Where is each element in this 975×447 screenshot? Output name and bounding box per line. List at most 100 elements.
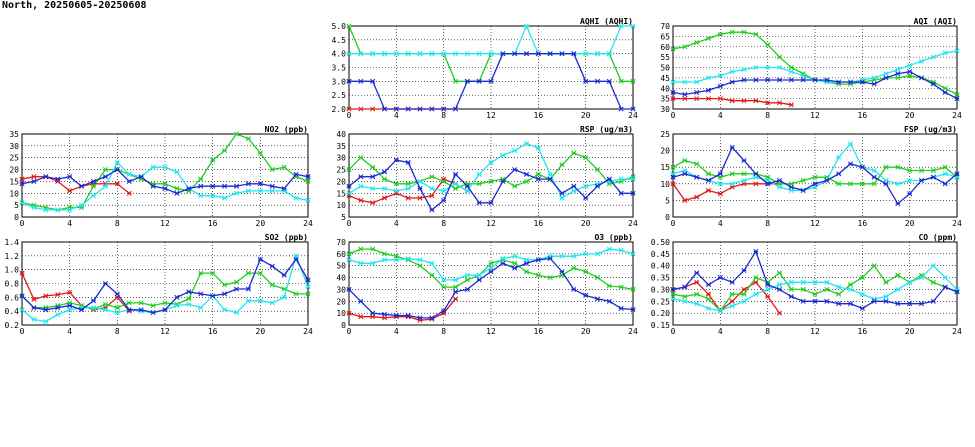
y-tick-label: 3.0	[332, 77, 347, 86]
data-point-blue	[883, 75, 889, 81]
data-point-red	[694, 96, 700, 102]
data-point-cyan	[812, 279, 818, 285]
data-point-blue	[705, 87, 712, 93]
data-point-cyan	[162, 164, 168, 170]
data-point-blue	[918, 301, 925, 307]
data-point-cyan	[630, 176, 636, 182]
data-point-red	[370, 200, 376, 206]
data-point-green	[895, 164, 901, 170]
data-point-blue	[523, 51, 530, 57]
y-tick-label: 65	[660, 32, 670, 41]
data-point-green	[594, 167, 601, 173]
data-point-green	[729, 29, 735, 35]
x-tick-label: 20	[256, 327, 266, 336]
x-tick-label: 20	[905, 111, 915, 120]
data-point-red	[346, 106, 352, 112]
data-point-blue	[753, 77, 759, 83]
data-point-blue	[67, 174, 73, 180]
data-point-green	[245, 270, 251, 276]
data-point-green	[305, 178, 311, 184]
data-point-blue	[895, 301, 901, 307]
data-point-green	[705, 296, 712, 302]
data-point-green	[907, 167, 913, 174]
data-point-green	[535, 272, 541, 278]
x-tick-label: 4	[67, 327, 72, 336]
data-point-blue	[346, 286, 352, 292]
y-tick-label: 2.5	[332, 91, 347, 100]
x-tick-label: 12	[810, 111, 820, 120]
data-point-blue	[405, 106, 411, 112]
data-point-blue	[694, 174, 700, 180]
data-point-blue	[788, 293, 794, 300]
data-point-green	[346, 23, 352, 29]
data-point-cyan	[346, 257, 352, 263]
data-point-green	[358, 246, 364, 252]
chart-so2: 0 4 8 12 16 20 24 0.2 0.4 0.6 0.8 1.0 1.2 1.4 SO2 (ppb…	[5, 233, 313, 336]
data-point-blue	[370, 174, 376, 180]
data-point-cyan	[429, 185, 435, 192]
data-point-blue	[114, 167, 120, 173]
data-point-cyan	[269, 188, 275, 194]
data-point-blue	[417, 106, 423, 112]
data-point-blue	[198, 183, 204, 189]
data-point-cyan	[358, 51, 364, 57]
data-point-red	[55, 178, 61, 184]
data-point-green	[512, 183, 518, 189]
data-point-cyan	[682, 298, 688, 304]
y-tick-label: 0.50	[651, 238, 670, 247]
data-point-green	[393, 181, 399, 187]
data-point-cyan	[358, 260, 364, 266]
data-point-red	[717, 96, 723, 102]
data-point-cyan	[222, 195, 228, 201]
data-point-blue	[717, 275, 723, 281]
data-point-cyan	[114, 159, 120, 166]
data-point-blue	[583, 195, 589, 201]
data-point-blue	[776, 77, 783, 83]
data-point-green	[245, 136, 251, 142]
data-point-blue	[954, 289, 960, 295]
data-point-cyan	[126, 171, 132, 177]
data-point-cyan	[594, 251, 601, 257]
data-point-cyan	[618, 23, 624, 29]
data-point-green	[452, 185, 459, 192]
data-point-cyan	[512, 253, 518, 259]
data-point-blue	[618, 106, 624, 112]
y-tick-label: 35	[660, 95, 670, 104]
data-point-blue	[90, 298, 97, 304]
data-point-green	[370, 164, 376, 170]
x-tick-label: 8	[115, 219, 120, 228]
data-point-red	[452, 296, 459, 302]
data-point-green	[859, 275, 865, 281]
data-point-green	[824, 286, 830, 292]
data-point-green	[729, 291, 735, 297]
y-tick-label: 60	[336, 250, 346, 259]
data-point-blue	[358, 298, 364, 304]
data-point-cyan	[606, 246, 612, 252]
data-point-cyan	[670, 79, 676, 85]
data-point-cyan	[150, 164, 156, 170]
data-point-blue	[393, 106, 399, 112]
data-point-red	[405, 195, 411, 201]
data-point-red	[55, 292, 61, 298]
data-point-cyan	[370, 185, 376, 192]
data-point-cyan	[79, 202, 85, 208]
data-point-cyan	[918, 58, 925, 64]
data-point-cyan	[594, 51, 601, 57]
data-point-cyan	[281, 294, 287, 300]
data-point-blue	[954, 96, 960, 102]
data-point-cyan	[741, 177, 747, 184]
data-point-blue	[847, 301, 854, 307]
data-point-blue	[126, 178, 132, 184]
y-tick-label: 0.2	[5, 321, 20, 330]
data-point-cyan	[417, 178, 423, 184]
series-line-red	[348, 178, 468, 204]
series-group	[670, 141, 960, 207]
data-point-green	[618, 284, 624, 290]
data-point-cyan	[930, 263, 936, 269]
y-tick-label: 35	[336, 142, 346, 151]
data-point-blue	[630, 190, 636, 196]
data-point-red	[753, 181, 759, 187]
data-point-green	[464, 277, 470, 283]
data-point-red	[417, 317, 423, 323]
data-point-blue	[812, 181, 818, 187]
